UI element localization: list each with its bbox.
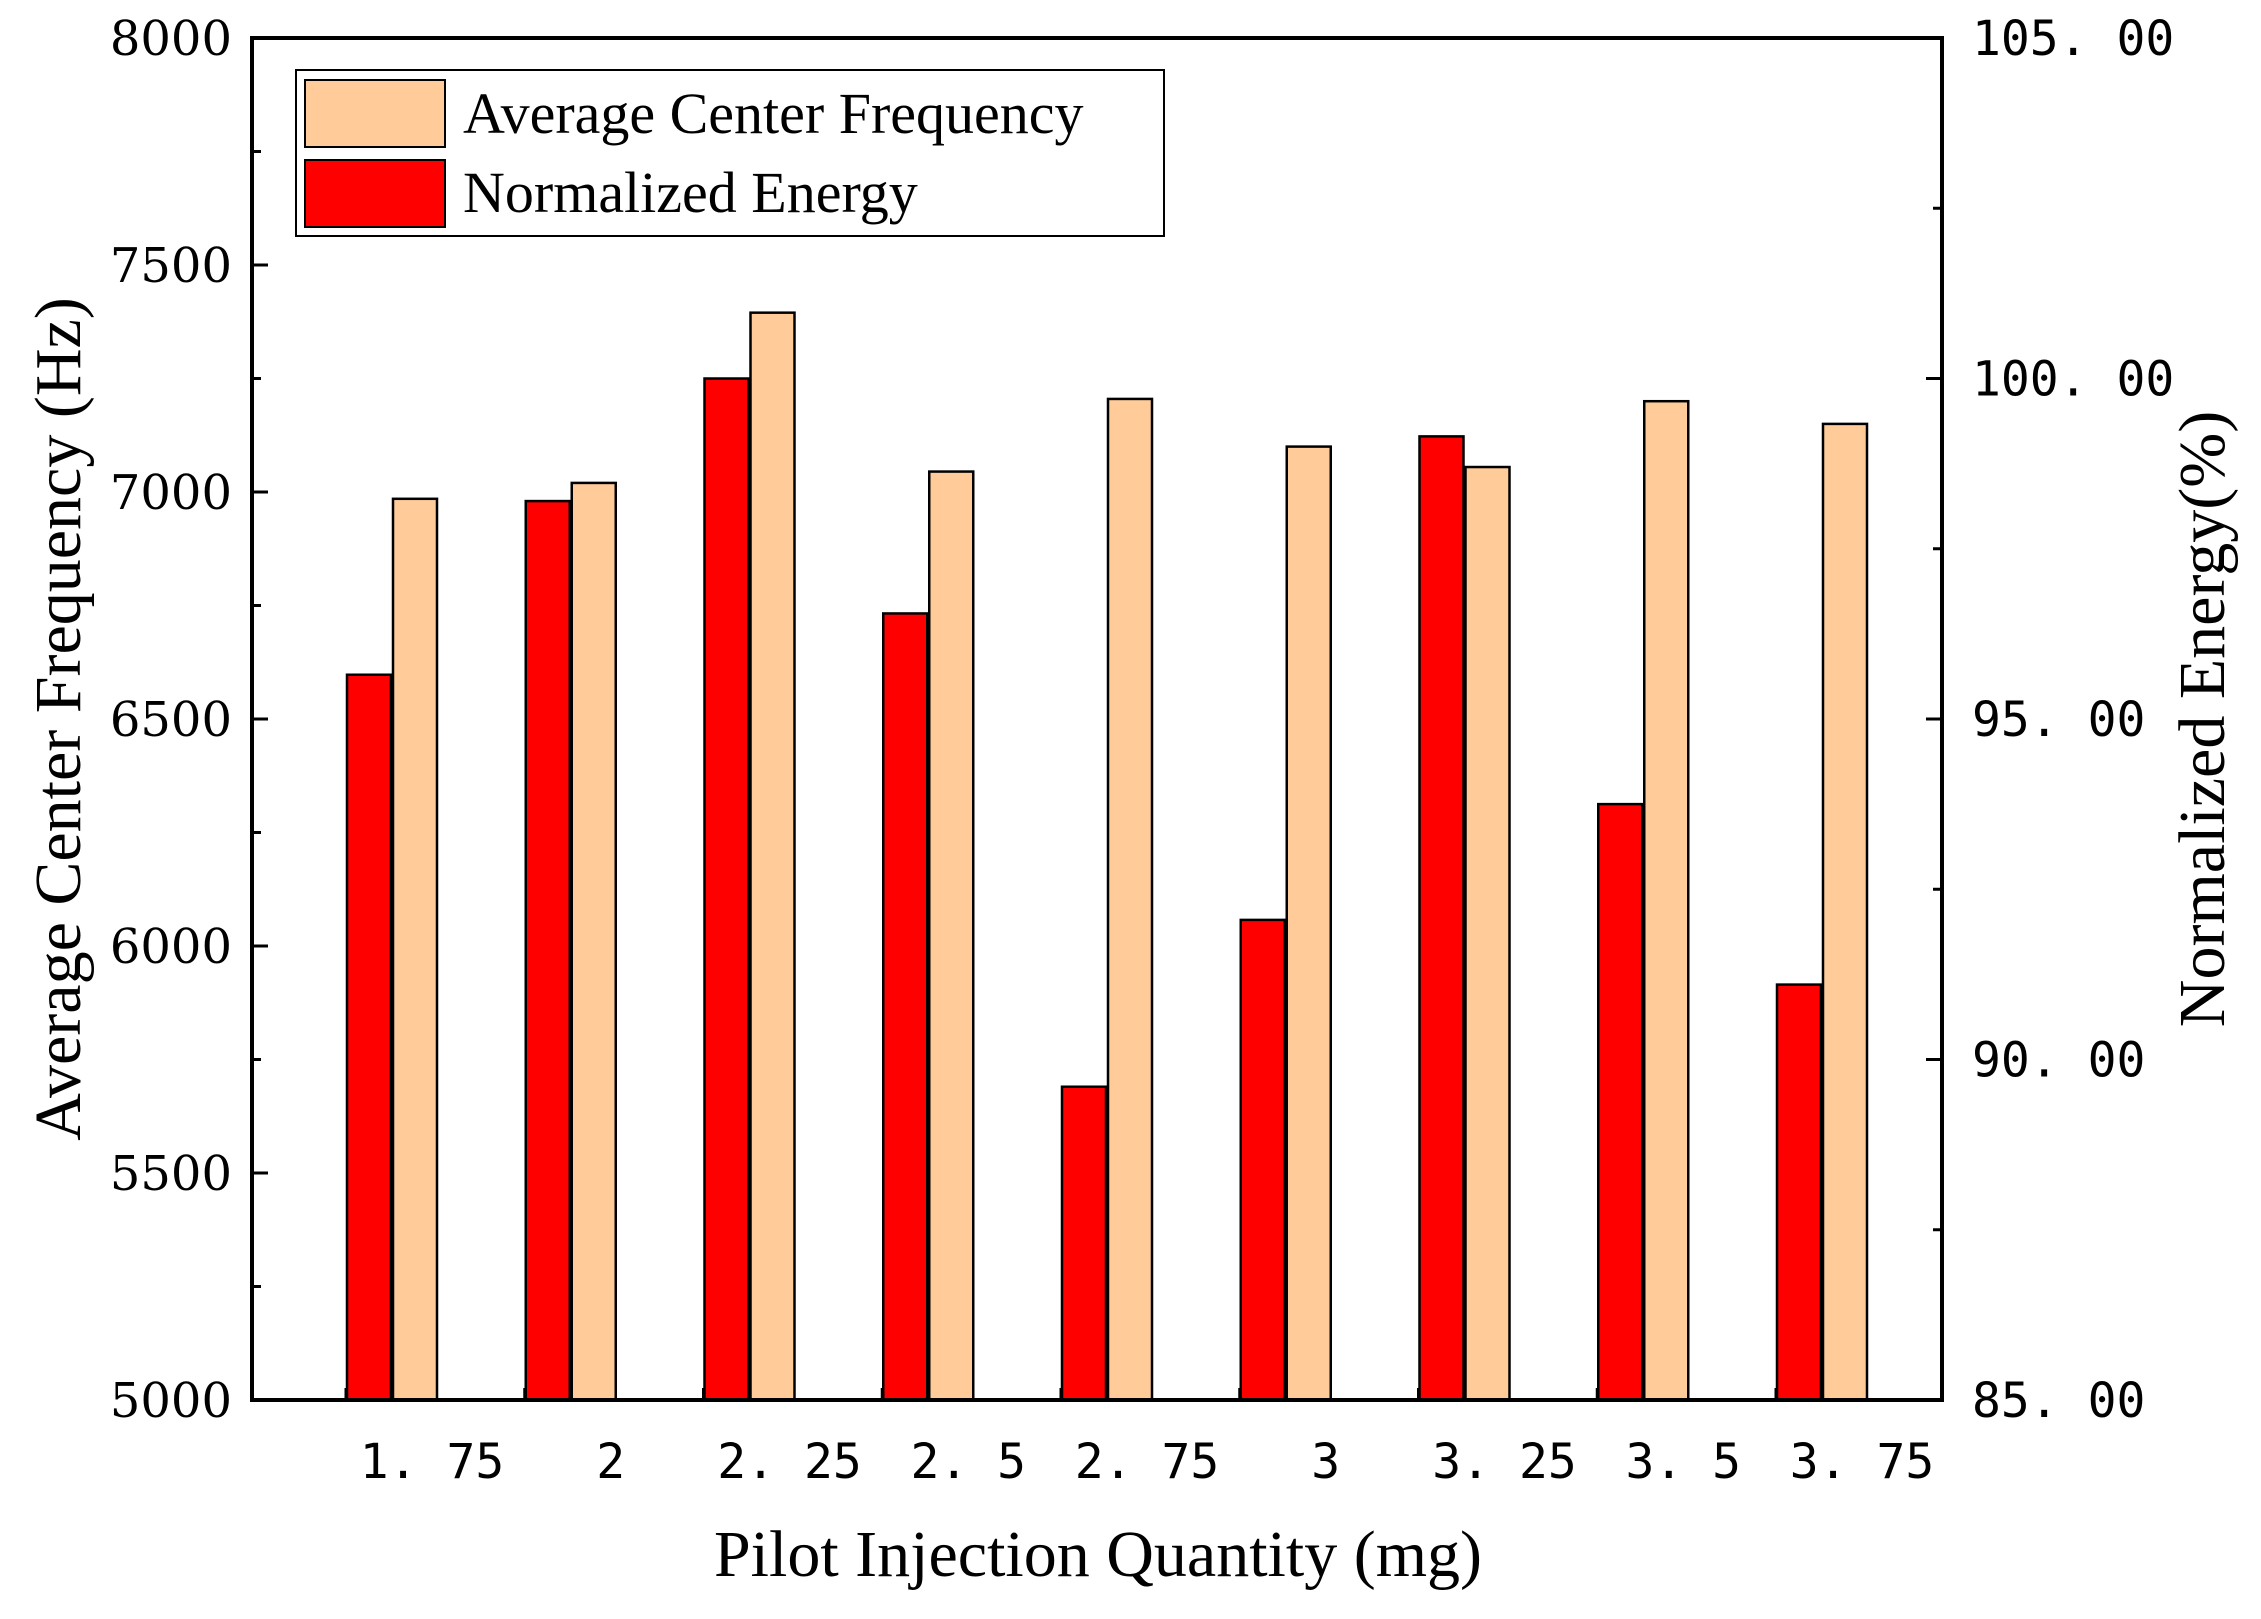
y-tick-label-right: 105. 00 <box>1972 11 2174 67</box>
legend-label-average-center-frequency: Average Center Frequency <box>463 81 1084 146</box>
bar-average-center-frequency-2 <box>749 311 796 1402</box>
legend: Average Center Frequency Normalized Ener… <box>295 69 1165 237</box>
bar-normalized-energy-6 <box>1418 435 1465 1402</box>
y-axis-title-left: Average Center Frequency (Hz) <box>22 297 95 1141</box>
bar-normalized-energy-2 <box>703 377 750 1402</box>
x-tick-label: 3. 25 <box>1432 1434 1577 1490</box>
y-tick-label-left: 7000 <box>110 465 232 521</box>
y-tick-label-left: 6500 <box>110 692 232 748</box>
legend-swatch-normalized-energy <box>304 159 446 228</box>
y-tick-label-left: 7500 <box>110 238 232 294</box>
bar-average-center-frequency-1 <box>570 481 617 1402</box>
y-tick-label-left: 6000 <box>110 919 232 975</box>
bar-normalized-energy-8 <box>1775 983 1823 1402</box>
x-tick-label: 3. 5 <box>1625 1434 1741 1490</box>
x-tick-label: 3. 75 <box>1790 1434 1935 1490</box>
x-tick-label: 2. 25 <box>717 1434 862 1490</box>
y-axis-title-right: Normalized Energy(%) <box>2166 411 2239 1027</box>
y-tick-label-left: 5000 <box>110 1373 232 1429</box>
y-tick-label-left: 5500 <box>110 1146 232 1202</box>
x-axis-title: Pilot Injection Quantity (mg) <box>714 1518 1482 1591</box>
ticks-group <box>252 36 1942 1402</box>
bar-average-center-frequency-7 <box>1643 399 1690 1402</box>
bar-normalized-energy-3 <box>882 612 929 1402</box>
bar-normalized-energy-0 <box>345 673 393 1402</box>
x-tick-label: 2. 5 <box>910 1434 1026 1490</box>
x-tick-label: 2. 75 <box>1075 1434 1220 1490</box>
y-tick-label-right: 90. 00 <box>1972 1033 2145 1089</box>
x-tick-label: 1. 75 <box>360 1434 505 1490</box>
legend-swatch-average-center-frequency <box>304 79 446 148</box>
bar-average-center-frequency-5 <box>1285 445 1332 1402</box>
y-tick-label-right: 85. 00 <box>1972 1373 2145 1429</box>
tick-labels-group: 5000 5500 6000 6500 7000 7500 8000 85. 00 90. 00… <box>110 11 2174 1490</box>
bar-average-center-frequency-8 <box>1821 422 1869 1402</box>
bar-normalized-energy-4 <box>1060 1085 1108 1402</box>
x-tick-label: 3 <box>1311 1434 1340 1490</box>
bar-average-center-frequency-3 <box>928 470 975 1402</box>
bars-group <box>345 311 1869 1402</box>
bar-normalized-energy-7 <box>1597 802 1644 1402</box>
y-tick-label-left: 8000 <box>110 11 232 67</box>
legend-label-normalized-energy: Normalized Energy <box>463 160 918 225</box>
bar-average-center-frequency-6 <box>1464 465 1511 1402</box>
bar-normalized-energy-5 <box>1239 918 1286 1402</box>
bar-average-center-frequency-0 <box>391 497 439 1402</box>
y-tick-label-right: 100. 00 <box>1972 352 2174 408</box>
x-tick-label: 2 <box>596 1434 625 1490</box>
bar-normalized-energy-1 <box>524 499 571 1402</box>
y-tick-label-right: 95. 00 <box>1972 692 2145 748</box>
bar-average-center-frequency-4 <box>1106 397 1154 1402</box>
